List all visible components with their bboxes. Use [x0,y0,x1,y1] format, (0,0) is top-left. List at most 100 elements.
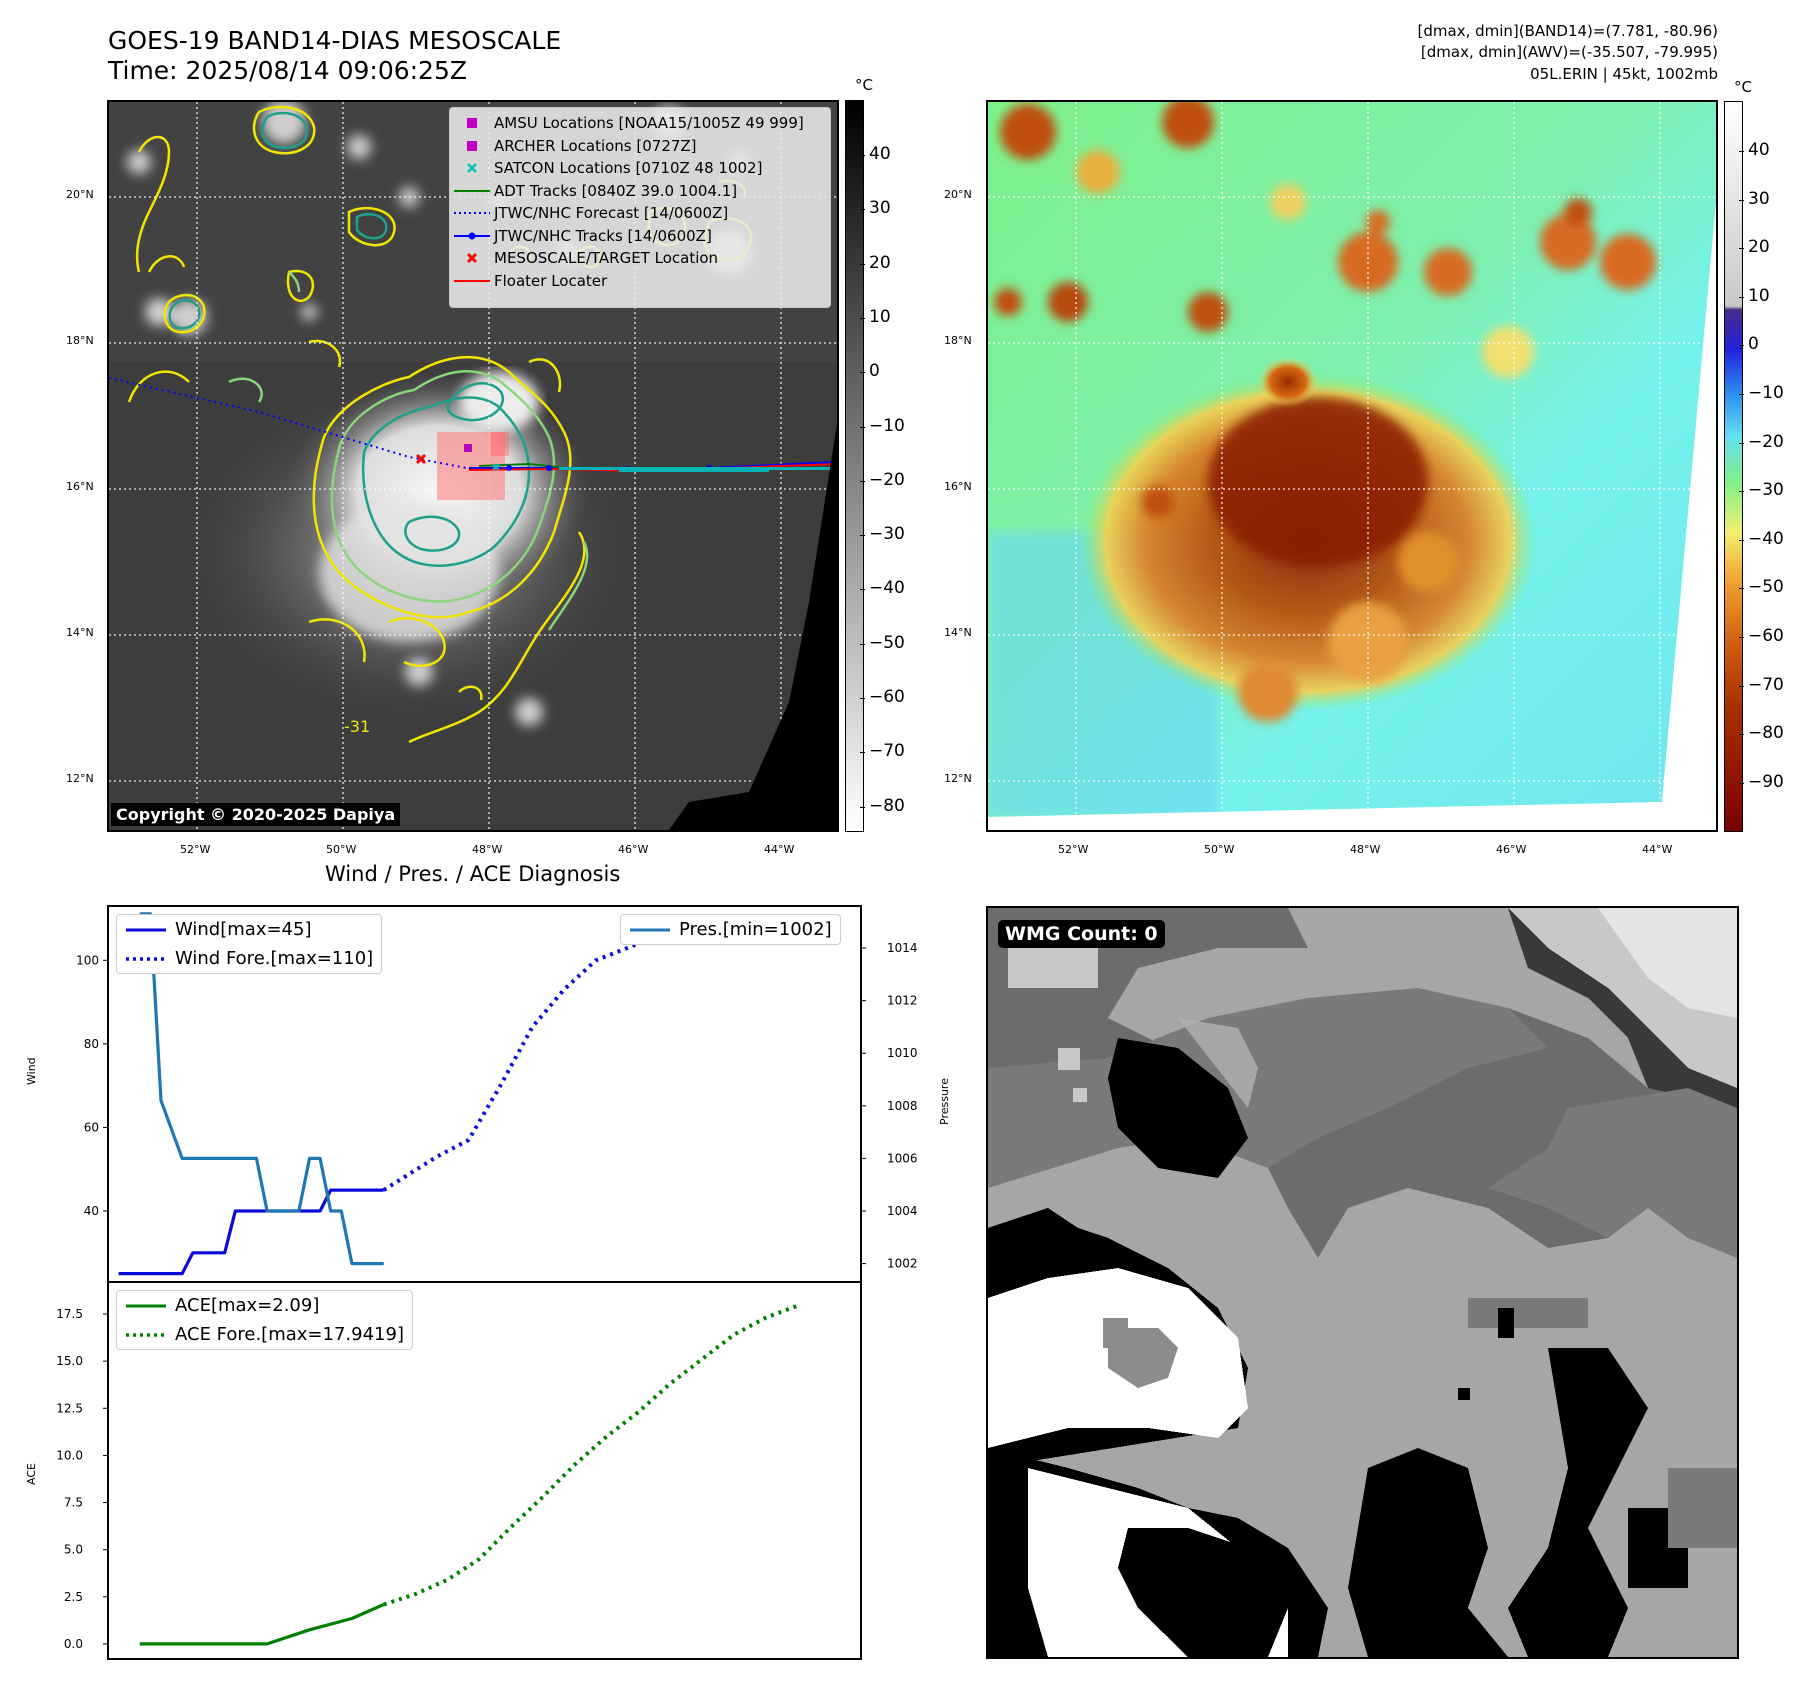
floater-line-icon [450,278,494,284]
gray-colorbar-tick-label: 10 [869,306,891,327]
gray-colorbar-tick-label: −60 [869,687,905,707]
adt-line-icon [450,188,494,194]
lat-label: 18°N [66,334,94,347]
gray-colorbar-tick-label: 20 [869,252,891,273]
color-colorbar-tick-label: −60 [1748,626,1784,646]
awv-range: [dmax, dmin](AWV)=(-35.507, -79.995) [1420,43,1718,61]
wind-tick-label: 40 [84,1204,99,1218]
legend-tracks: JTWC/NHC Tracks [14/0600Z] [494,226,712,245]
legend-ace-fore: ACE Fore.[max=17.9419] [175,1324,404,1345]
lat-label: 20°N [66,188,94,201]
color-colorbar-tick-label: 40 [1748,140,1770,160]
ir-grayscale-map: -31 AMSU Locations [NOAA15/1005Z 49 999]… [107,100,839,832]
pres-tick-label: 1006 [887,1151,918,1165]
ace-legend: ACE[max=2.09] ACE Fore.[max=17.9419] [116,1290,413,1350]
amsu-marker-icon [450,117,494,129]
lon-label: 44°W [1642,843,1673,856]
wmg-panel: WMG Count: 0 [986,906,1739,1659]
pres-tick-label: 1002 [887,1257,918,1271]
wind-tick-label: 100 [76,953,99,967]
legend-adt: ADT Tracks [0840Z 39.0 1004.1] [494,181,738,200]
band14-range: [dmax, dmin](BAND14)=(7.781, -80.96) [1417,22,1718,40]
map-legend: AMSU Locations [NOAA15/1005Z 49 999] ARC… [449,107,831,308]
gray-colorbar-tick-mark [860,480,865,482]
ace-tick-label: 15.0 [56,1354,83,1368]
color-colorbar-tick-label: 30 [1748,188,1770,209]
wind-line [118,1188,384,1276]
color-colorbar-tick-mark [1739,734,1744,736]
legend-wind-fore: Wind Fore.[max=110] [175,948,374,969]
ace-tick-label: 2.5 [64,1590,83,1604]
color-colorbar-tick-mark [1739,151,1744,152]
ir-color-map [986,100,1718,832]
color-colorbar-tick-mark [1739,588,1744,590]
wmg-count-badge: WMG Count: 0 [998,920,1165,948]
lat-label: 16°N [66,480,94,493]
lat-label: 14°N [66,626,94,639]
legend-forecast: JTWC/NHC Forecast [14/0600Z] [494,204,729,223]
lat-label: 12°N [944,772,972,785]
gray-colorbar-tick-mark [860,643,865,645]
color-colorbar-tick-mark [1739,394,1744,395]
wind-fore-line-icon [117,956,175,962]
legend-wind: Wind[max=45] [175,919,312,940]
wind-tick-label: 60 [84,1120,99,1134]
gray-colorbar-tick-label: −50 [869,632,905,653]
wind-legend: Wind[max=45] Wind Fore.[max=110] [116,914,383,974]
color-colorbar-tick-mark [1739,539,1744,541]
lon-label: 46°W [1496,843,1527,856]
color-colorbar-tick-label: −50 [1748,577,1784,598]
legend-ace: ACE[max=2.09] [175,1295,320,1316]
gray-colorbar-tick-mark [860,535,865,537]
ace-tick-label: 12.5 [56,1401,83,1415]
color-colorbar-tick-label: −70 [1748,674,1784,695]
ace-axes-frame [107,1281,862,1660]
gray-colorbar-tick-label: 40 [869,144,891,164]
lon-label: 46°W [618,843,649,856]
color-colorbar-tick-label: −80 [1748,723,1784,744]
gray-colorbar-tick-label: −40 [869,578,905,599]
gray-colorbar-tick-mark [860,698,865,699]
gray-colorbar-tick-mark [860,372,865,374]
lon-label: 48°W [472,843,503,856]
color-colorbar-tick-mark [1739,442,1744,444]
color-colorbar-tick-label: −90 [1748,771,1784,792]
color-colorbar [1724,101,1743,832]
gray-colorbar-tick-label: −20 [869,469,905,490]
color-colorbar-tick-label: −20 [1748,431,1784,452]
legend-floater: Floater Locater [494,271,608,290]
color-colorbar-tick-label: 10 [1748,285,1770,306]
lat-label: 18°N [944,334,972,347]
lat-label: 12°N [66,772,94,785]
track-line-icon [450,231,494,241]
gray-colorbar-tick-mark [860,317,865,319]
gray-colorbar-unit: °C [855,76,873,94]
pressure-line [139,912,384,1266]
pres-legend: Pres.[min=1002] [620,914,841,945]
color-colorbar-tick-mark [1739,637,1744,638]
legend-archer: ARCHER Locations [0727Z] [494,136,697,155]
main-title: GOES-19 BAND14-DIAS MESOSCALE [108,26,562,55]
pres-tick-label: 1012 [887,994,918,1008]
ace-line [139,1603,385,1646]
gray-colorbar-tick-mark [860,209,865,211]
ace-tick-label: 5.0 [64,1543,83,1557]
lat-label: 14°N [944,626,972,639]
gray-colorbar-tick-label: 0 [869,361,880,382]
color-colorbar-tick-mark [1739,491,1744,493]
gray-colorbar-tick-mark [860,263,865,265]
ace-fore-line-icon [117,1332,175,1338]
gray-colorbar-tick-mark [860,155,865,156]
color-colorbar-tick-label: −10 [1748,383,1784,403]
lon-label: 52°W [180,843,211,856]
ace-tick-label: 7.5 [64,1496,83,1510]
color-colorbar-tick-mark [1739,248,1744,250]
pres-line-icon [621,927,679,933]
archer-marker-icon [450,140,494,152]
pres-tick-label: 1010 [887,1046,918,1060]
color-colorbar-tick-label: 20 [1748,237,1770,258]
color-colorbar-tick-mark [1739,685,1744,687]
color-colorbar-tick-mark [1739,199,1744,201]
copyright-label: Copyright © 2020-2025 Dapiya [111,803,401,826]
legend-satcon: SATCON Locations [0710Z 48 1002] [494,159,763,178]
